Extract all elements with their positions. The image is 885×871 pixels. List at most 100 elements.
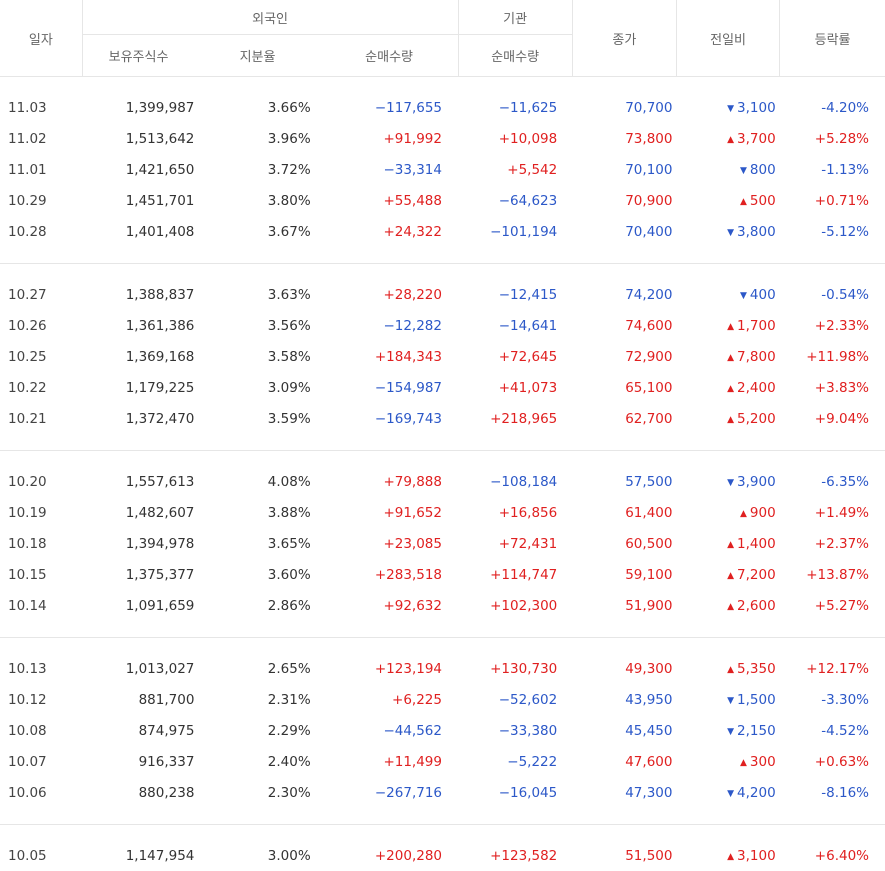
- close-cell: 65,100: [572, 372, 676, 403]
- close-cell: 73,800: [572, 123, 676, 154]
- change-value: 7,200: [737, 567, 776, 583]
- holdings-cell: 1,361,386: [82, 310, 194, 341]
- foreign-net-cell: +91,652: [321, 497, 458, 528]
- inst-net-cell: −14,641: [458, 310, 572, 341]
- foreign-net-cell: +11,499: [321, 746, 458, 777]
- change-value: 400: [750, 287, 776, 303]
- change-cell: ▲3,700: [676, 123, 779, 154]
- rate-cell: +0.63%: [780, 746, 885, 777]
- rate-cell: +0.71%: [780, 185, 885, 216]
- rate-cell: +12.17%: [780, 653, 885, 684]
- foreign-net-cell: −154,987: [321, 372, 458, 403]
- rate-cell: +6.40%: [780, 840, 885, 871]
- header-change: 전일비: [676, 0, 779, 77]
- rate-cell: +13.87%: [780, 559, 885, 590]
- change-cell: ▲300: [676, 746, 779, 777]
- foreign-net-cell: −12,282: [321, 310, 458, 341]
- close-cell: 45,450: [572, 715, 676, 746]
- rate-cell: -4.52%: [780, 715, 885, 746]
- share-cell: 4.08%: [194, 466, 320, 497]
- triangle-up-icon: ▲: [727, 353, 734, 363]
- close-cell: 62,700: [572, 403, 676, 434]
- rate-cell: +11.98%: [780, 341, 885, 372]
- inst-net-cell: −52,602: [458, 684, 572, 715]
- date-cell: 10.14: [0, 590, 82, 621]
- share-cell: 2.65%: [194, 653, 320, 684]
- inst-net-cell: −16,045: [458, 777, 572, 808]
- close-cell: 74,600: [572, 310, 676, 341]
- date-cell: 10.08: [0, 715, 82, 746]
- change-value: 1,500: [737, 692, 776, 708]
- close-cell: 57,500: [572, 466, 676, 497]
- close-cell: 74,200: [572, 279, 676, 310]
- foreign-net-cell: +91,992: [321, 123, 458, 154]
- foreign-net-cell: −169,743: [321, 403, 458, 434]
- close-cell: 61,400: [572, 497, 676, 528]
- header-inst-net: 순매수량: [458, 35, 572, 77]
- share-cell: 3.63%: [194, 279, 320, 310]
- rate-cell: +3.83%: [780, 372, 885, 403]
- close-cell: 51,900: [572, 590, 676, 621]
- inst-net-cell: +130,730: [458, 653, 572, 684]
- holdings-cell: 1,399,987: [82, 92, 194, 123]
- triangle-up-icon: ▲: [727, 540, 734, 550]
- inst-net-cell: +72,645: [458, 341, 572, 372]
- change-cell: ▼3,900: [676, 466, 779, 497]
- date-cell: 11.01: [0, 154, 82, 185]
- inst-net-cell: −64,623: [458, 185, 572, 216]
- holdings-cell: 1,388,837: [82, 279, 194, 310]
- holdings-cell: 1,421,650: [82, 154, 194, 185]
- triangle-down-icon: ▼: [727, 727, 734, 737]
- triangle-up-icon: ▲: [727, 852, 734, 862]
- share-cell: 3.80%: [194, 185, 320, 216]
- share-cell: 3.96%: [194, 123, 320, 154]
- inst-net-cell: +5,542: [458, 154, 572, 185]
- change-cell: ▼3,800: [676, 216, 779, 247]
- change-cell: ▲5,200: [676, 403, 779, 434]
- triangle-up-icon: ▲: [727, 665, 734, 675]
- triangle-up-icon: ▲: [727, 135, 734, 145]
- share-cell: 3.67%: [194, 216, 320, 247]
- triangle-down-icon: ▼: [727, 696, 734, 706]
- change-cell: ▲5,350: [676, 653, 779, 684]
- change-value: 2,150: [737, 723, 776, 739]
- change-value: 3,700: [737, 131, 776, 147]
- rate-cell: -5.12%: [780, 216, 885, 247]
- triangle-up-icon: ▲: [727, 322, 734, 332]
- date-cell: 10.18: [0, 528, 82, 559]
- change-value: 2,600: [737, 598, 776, 614]
- rate-cell: +1.49%: [780, 497, 885, 528]
- holdings-cell: 916,337: [82, 746, 194, 777]
- holdings-cell: 1,451,701: [82, 185, 194, 216]
- change-value: 1,400: [737, 536, 776, 552]
- change-value: 3,100: [737, 848, 776, 864]
- foreign-net-cell: +200,280: [321, 840, 458, 871]
- header-foreign: 외국인: [82, 0, 458, 35]
- rate-cell: +5.27%: [780, 590, 885, 621]
- foreign-net-cell: +123,194: [321, 653, 458, 684]
- rate-cell: +2.37%: [780, 528, 885, 559]
- share-cell: 2.86%: [194, 590, 320, 621]
- inst-net-cell: +102,300: [458, 590, 572, 621]
- header-date: 일자: [0, 0, 82, 77]
- date-cell: 10.07: [0, 746, 82, 777]
- close-cell: 51,500: [572, 840, 676, 871]
- foreign-net-cell: −44,562: [321, 715, 458, 746]
- date-cell: 10.28: [0, 216, 82, 247]
- triangle-up-icon: ▲: [727, 384, 734, 394]
- rate-cell: -8.16%: [780, 777, 885, 808]
- change-cell: ▲2,600: [676, 590, 779, 621]
- date-cell: 11.03: [0, 92, 82, 123]
- foreign-net-cell: +23,085: [321, 528, 458, 559]
- share-cell: 3.56%: [194, 310, 320, 341]
- rate-cell: +5.28%: [780, 123, 885, 154]
